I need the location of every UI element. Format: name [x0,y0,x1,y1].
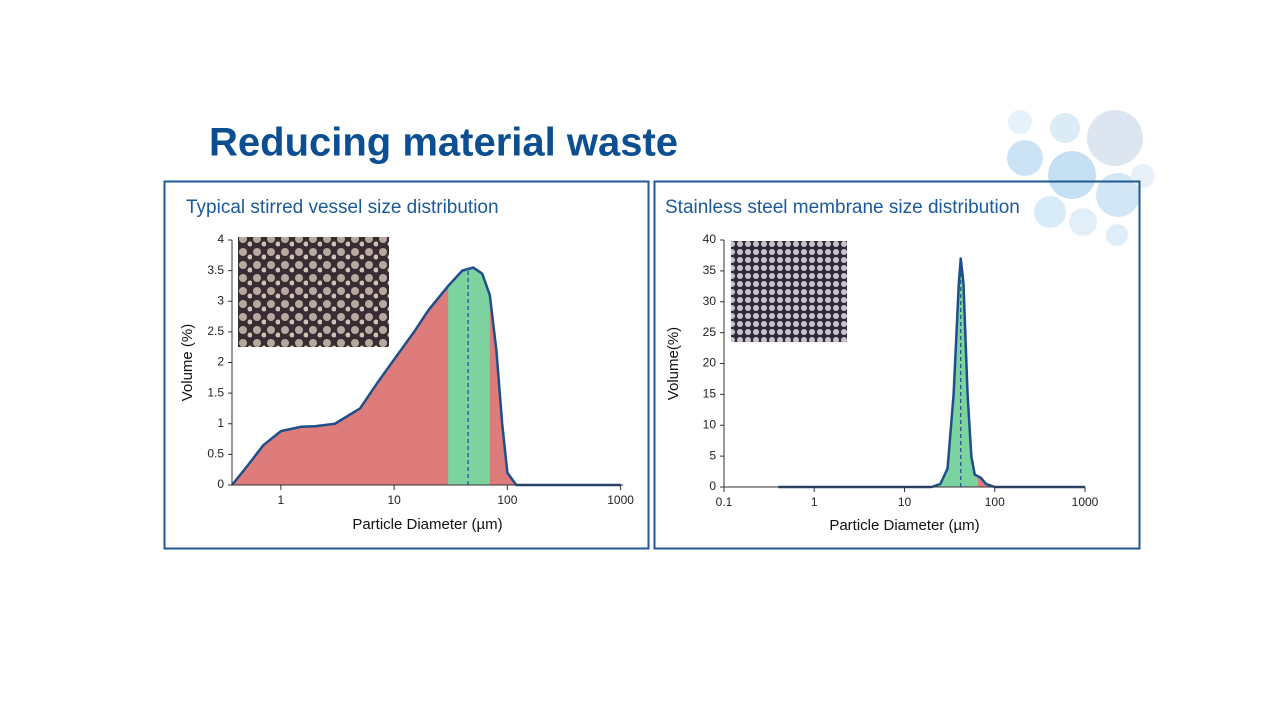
y-tick-label: 20 [703,356,717,370]
y-tick-label: 2 [217,355,224,369]
y-axis-label: Volume(%) [665,327,682,400]
x-tick-label: 10 [387,493,401,507]
x-axis-label: Particle Diameter (µm) [352,516,502,533]
x-tick-label: 1000 [607,493,634,507]
slide-title: Reducing material waste [209,121,678,165]
y-tick-label: 40 [703,232,717,246]
x-tick-label: 10 [898,495,912,509]
area [232,267,621,485]
chart-title: Stainless steel membrane size distributi… [665,197,1020,218]
line [778,257,1085,489]
x-tick-label: 100 [497,493,517,507]
x-tick-label: 100 [985,495,1005,509]
micrograph [238,237,389,347]
y-tick-label: 0 [709,479,716,493]
y-tick-label: 1 [217,416,224,430]
micrograph [731,241,847,342]
x-tick-label: 1 [811,495,818,509]
band-area [448,267,490,485]
x-axis-label: Particle Diameter (µm) [829,517,979,534]
y-axis-label: Volume (%) [179,324,196,402]
y-tick-label: 0 [217,477,224,491]
y-tick-label: 2.5 [207,324,224,338]
y-tick-label: 5 [709,448,716,462]
panel [163,180,650,550]
y-tick-label: 25 [703,325,717,339]
x-tick-label: 0.1 [716,495,733,509]
x-tick-label: 1 [278,493,285,507]
y-tick-label: 3.5 [207,263,224,277]
chart-title: Typical stirred vessel size distribution [186,197,499,218]
y-tick-label: 15 [703,387,717,401]
y-tick-label: 4 [217,232,224,246]
y-tick-label: 3 [217,293,224,307]
line [231,266,621,487]
y-tick-label: 30 [703,294,717,308]
y-tick-label: 1.5 [207,385,224,399]
y-tick-label: 0.5 [207,447,224,461]
panel [653,180,1141,550]
y-tick-label: 35 [703,263,717,277]
y-tick-label: 10 [703,417,717,431]
x-tick-label: 1000 [1072,495,1099,509]
decoration [1007,110,1155,246]
